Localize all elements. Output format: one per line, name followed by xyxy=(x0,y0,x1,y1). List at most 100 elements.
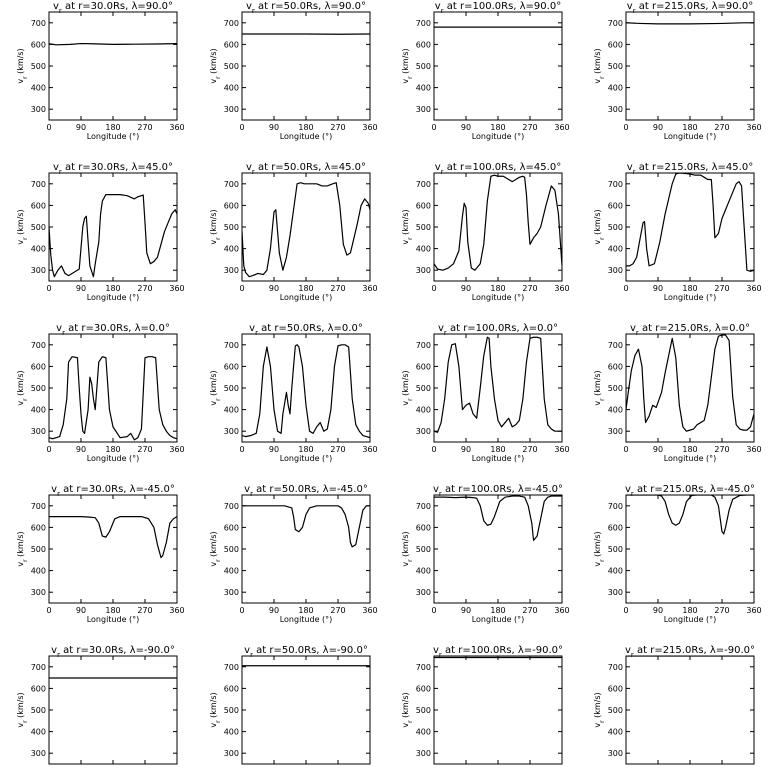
y-tick-label: 400 xyxy=(608,84,623,93)
y-axis-label: vr (km/s) xyxy=(401,209,414,244)
y-tick-label: 600 xyxy=(608,684,623,693)
plot-frame xyxy=(625,333,755,443)
chart-title: vr at r=50.0Rs, λ=45.0° xyxy=(246,162,366,176)
chart-title: vr at r=215.0Rs, λ=45.0° xyxy=(627,162,753,176)
y-tick-label: 400 xyxy=(224,406,239,415)
y-tick-label: 700 xyxy=(224,502,239,511)
y-tick-label: 300 xyxy=(31,105,46,114)
chart-panel-2: vr at r=50.0Rs, λ=90.0° 0 90 180 270 360 300 40… xyxy=(209,1,378,141)
y-tick-label: 500 xyxy=(224,706,239,715)
y-tick-label: 300 xyxy=(608,588,623,597)
y-axis-label: vr (km/s) xyxy=(593,692,606,727)
y-axis-label: vr (km/s) xyxy=(16,370,29,405)
x-tick-label: 0 xyxy=(239,606,244,615)
x-axis-label: Longitude (°) xyxy=(280,293,333,302)
x-tick-label: 90 xyxy=(461,606,471,615)
series-line xyxy=(626,173,754,272)
x-tick-label: 180 xyxy=(298,284,313,293)
y-tick-label: 400 xyxy=(608,728,623,737)
x-tick-label: 270 xyxy=(137,606,152,615)
x-tick-label: 90 xyxy=(461,123,471,132)
chart-panel-11: vr at r=100.0Rs, λ=0.0° 0 90 180 270 360 300 40… xyxy=(401,323,570,463)
y-tick-label: 300 xyxy=(608,105,623,114)
x-tick-label: 0 xyxy=(623,123,628,132)
x-tick-label: 360 xyxy=(746,445,761,454)
x-tick-label: 180 xyxy=(682,123,697,132)
y-tick-label: 400 xyxy=(31,567,46,576)
y-tick-label: 600 xyxy=(224,40,239,49)
y-tick-label: 300 xyxy=(31,588,46,597)
x-tick-label: 90 xyxy=(76,123,86,132)
x-tick-label: 360 xyxy=(362,606,377,615)
chart-title: vr at r=215.0Rs, λ=0.0° xyxy=(630,323,750,337)
y-tick-label: 500 xyxy=(416,706,431,715)
y-axis-label: vr (km/s) xyxy=(16,692,29,727)
y-tick-label: 500 xyxy=(31,223,46,232)
y-tick-label: 700 xyxy=(31,19,46,28)
x-tick-label: 180 xyxy=(490,123,505,132)
x-axis-label: Longitude (°) xyxy=(664,615,717,624)
x-tick-label: 360 xyxy=(554,284,569,293)
x-tick-label: 90 xyxy=(76,284,86,293)
y-tick-label: 700 xyxy=(224,663,239,672)
x-tick-label: 180 xyxy=(105,445,120,454)
y-tick-label: 400 xyxy=(608,567,623,576)
y-tick-label: 300 xyxy=(31,266,46,275)
y-tick-label: 600 xyxy=(608,362,623,371)
y-tick-label: 300 xyxy=(224,105,239,114)
x-tick-label: 0 xyxy=(46,123,51,132)
chart-title: vr at r=50.0Rs, λ=90.0° xyxy=(246,1,366,15)
y-tick-label: 300 xyxy=(31,749,46,758)
x-tick-label: 90 xyxy=(269,284,279,293)
y-tick-label: 400 xyxy=(416,84,431,93)
x-tick-label: 0 xyxy=(431,123,436,132)
y-tick-label: 600 xyxy=(31,362,46,371)
y-tick-label: 600 xyxy=(31,201,46,210)
chart-title: vr at r=100.0Rs, λ=-90.0° xyxy=(433,645,563,659)
y-tick-label: 400 xyxy=(224,567,239,576)
y-tick-label: 600 xyxy=(224,201,239,210)
y-tick-label: 400 xyxy=(608,245,623,254)
x-tick-label: 270 xyxy=(330,445,345,454)
chart-panel-16: vr at r=215.0Rs, λ=-45.0° 0 90 180 270 360 300… xyxy=(593,484,762,624)
chart-title: vr at r=30.0Rs, λ=45.0° xyxy=(53,162,173,176)
chart-panel-3: vr at r=100.0Rs, λ=90.0° 0 90 180 270 360 300 4… xyxy=(401,1,570,141)
y-tick-label: 400 xyxy=(224,245,239,254)
x-tick-label: 180 xyxy=(490,606,505,615)
y-tick-label: 500 xyxy=(224,545,239,554)
y-tick-label: 700 xyxy=(31,180,46,189)
y-tick-label: 300 xyxy=(224,427,239,436)
y-tick-label: 700 xyxy=(224,341,239,350)
x-tick-label: 180 xyxy=(682,445,697,454)
y-tick-label: 400 xyxy=(31,245,46,254)
y-axis-label: vr (km/s) xyxy=(209,209,222,244)
y-tick-label: 700 xyxy=(416,502,431,511)
x-tick-label: 0 xyxy=(623,606,628,615)
x-tick-label: 90 xyxy=(269,445,279,454)
y-tick-label: 500 xyxy=(416,384,431,393)
chart-panel-5: vr at r=30.0Rs, λ=45.0° 0 90 180 270 360 300 40… xyxy=(16,162,185,302)
x-tick-label: 360 xyxy=(169,445,184,454)
y-axis-label: vr (km/s) xyxy=(209,531,222,566)
x-tick-label: 360 xyxy=(169,123,184,132)
x-tick-label: 0 xyxy=(239,123,244,132)
x-tick-label: 0 xyxy=(431,284,436,293)
y-tick-label: 700 xyxy=(608,180,623,189)
x-tick-label: 90 xyxy=(269,123,279,132)
x-tick-label: 270 xyxy=(522,284,537,293)
chart-panel-19: vr at r=100.0Rs, λ=-90.0°090180270360300… xyxy=(401,645,570,768)
x-tick-label: 270 xyxy=(714,606,729,615)
x-axis-label: Longitude (°) xyxy=(472,132,525,141)
chart-panel-1: vr at r=30.0Rs, λ=90.0° 0 90 180 270 360 300 40… xyxy=(16,1,185,141)
y-tick-label: 600 xyxy=(224,684,239,693)
series-line xyxy=(626,334,754,432)
y-tick-label: 300 xyxy=(416,427,431,436)
x-axis-label: Longitude (°) xyxy=(87,454,140,463)
y-tick-label: 400 xyxy=(608,406,623,415)
y-tick-label: 500 xyxy=(224,384,239,393)
y-tick-label: 600 xyxy=(31,523,46,532)
y-tick-label: 700 xyxy=(608,502,623,511)
plot-frame xyxy=(433,172,563,282)
chart-panel-15: vr at r=100.0Rs, λ=-45.0° 0 90 180 270 360 300… xyxy=(401,484,570,624)
chart-panel-18: vr at r=50.0Rs, λ=-90.0°0901802703603004… xyxy=(209,645,378,768)
